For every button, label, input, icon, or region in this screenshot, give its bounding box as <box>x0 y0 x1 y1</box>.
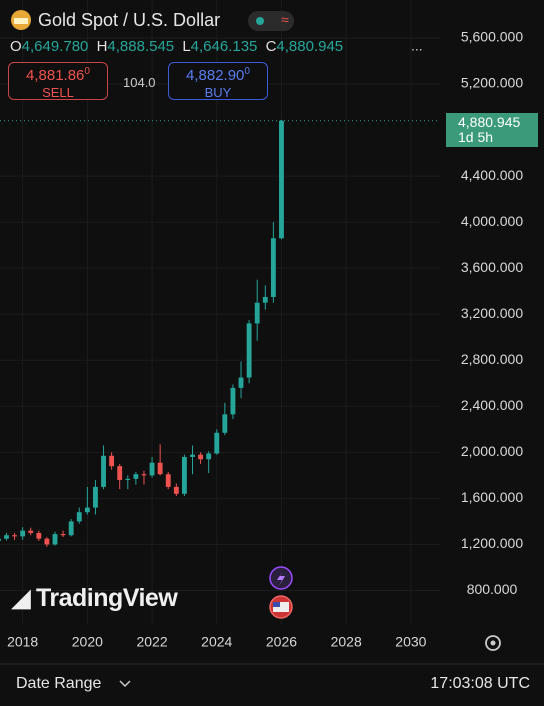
candle-body <box>20 530 26 537</box>
l-label: L <box>182 38 191 55</box>
buy-pip: 0 <box>244 66 250 77</box>
candle-body <box>60 534 66 536</box>
market-open <box>256 17 264 25</box>
candle-body <box>198 454 204 460</box>
candle-body <box>157 462 163 475</box>
settings-dot <box>490 640 496 646</box>
x-tick-label: 2018 <box>7 634 38 650</box>
candle-body <box>125 478 131 480</box>
candle-body <box>181 456 187 494</box>
price-tag: 4,880.945 1d 5h <box>446 112 538 147</box>
c-label: C <box>265 38 277 55</box>
candle-body <box>206 453 212 460</box>
y-tick-label: 4,400.000 <box>461 167 523 183</box>
candle-body <box>246 323 252 378</box>
c-value: 4,880.945 <box>276 38 344 55</box>
x-tick-label: 2024 <box>201 634 232 650</box>
candle-body <box>28 530 34 533</box>
candle-body <box>0 538 1 541</box>
status-pill <box>248 11 294 31</box>
sell-label: SELL <box>42 85 74 100</box>
flag <box>273 602 289 612</box>
x-tick-label: 2026 <box>266 634 297 650</box>
candle-body <box>141 474 147 476</box>
candle-body <box>270 238 276 297</box>
y-tick-label: 1,600.000 <box>461 489 523 505</box>
candle-body <box>262 296 268 303</box>
x-tick-label: 2020 <box>72 634 103 650</box>
settings-icon[interactable] <box>485 635 501 651</box>
y-tick-label: 2,800.000 <box>461 351 523 367</box>
candle-body <box>44 538 50 545</box>
y-tick-label: 5,200.000 <box>461 75 523 91</box>
sell-pip: 0 <box>84 66 90 77</box>
price-tag-value: 4,880.945 <box>458 113 521 130</box>
candle-body <box>133 474 139 479</box>
lightning <box>277 571 285 586</box>
watermark: ◢ TradingView <box>12 584 178 613</box>
buy-button[interactable]: 4,882.900 BUY <box>168 62 268 100</box>
chevron <box>119 680 131 688</box>
y-tick-label: 4,000.000 <box>461 213 523 229</box>
logo-mark: ◢ <box>12 585 30 612</box>
flag-canton <box>273 602 280 607</box>
candle-body <box>109 455 115 467</box>
candle-body <box>222 414 228 433</box>
y-tick-label: 3,600.000 <box>461 259 523 275</box>
gold-bar <box>14 18 28 24</box>
y-tick-label: 2,000.000 <box>461 443 523 459</box>
h-value: 4,888.545 <box>107 38 175 55</box>
l-value: 4,646.135 <box>190 38 258 55</box>
candle-body <box>254 302 260 324</box>
symbol-title: Gold Spot / U.S. Dollar <box>38 10 221 30</box>
candle-body <box>12 535 17 537</box>
candle-body <box>238 377 244 388</box>
spread: 104.0 <box>123 75 156 90</box>
buy-price: 4,882.90 <box>186 67 245 84</box>
candle-body <box>84 507 90 513</box>
candle-body <box>117 466 123 480</box>
x-tick-label: 2028 <box>331 634 362 650</box>
candle-body <box>68 521 74 536</box>
candle-body <box>4 535 9 539</box>
o-label: O <box>10 38 22 55</box>
candle-body <box>230 387 236 415</box>
x-tick-label: 2022 <box>136 634 167 650</box>
candle-body <box>52 534 58 545</box>
candle-body <box>149 462 155 476</box>
candle-body <box>214 432 220 454</box>
y-tick-label: 5,600.000 <box>461 29 523 45</box>
candle-body <box>93 486 98 508</box>
logo-text: TradingView <box>35 584 178 612</box>
candle-body <box>165 474 171 487</box>
h-label: H <box>96 38 108 55</box>
more[interactable]: ... <box>411 38 423 54</box>
x-tick-label: 2030 <box>395 634 426 650</box>
candle-body <box>76 512 82 522</box>
buy-label: BUY <box>204 85 232 100</box>
y-tick-label: 1,200.000 <box>461 535 523 551</box>
sell-price: 4,881.86 <box>26 67 85 84</box>
candle-body <box>190 454 195 457</box>
ohlc: O4,649.780 H4,888.545 L4,646.135 C4,880.… <box>10 38 347 55</box>
candle-body <box>36 532 42 539</box>
sell-button[interactable]: 4,881.860 SELL <box>8 62 108 100</box>
price-tag-countdown: 1d 5h <box>458 128 494 145</box>
y-tick-label: 3,200.000 <box>461 305 523 321</box>
clock: 17:03:08 UTC <box>430 675 530 692</box>
delay-icon: ≈ <box>281 12 289 28</box>
date-range[interactable]: Date Range <box>16 675 102 692</box>
candle-body <box>101 455 106 487</box>
candle-body <box>279 120 284 239</box>
candle-body <box>173 486 179 494</box>
y-tick-label: 800.000 <box>467 581 518 597</box>
y-tick-label: 2,400.000 <box>461 397 523 413</box>
o-value: 4,649.780 <box>21 38 89 55</box>
